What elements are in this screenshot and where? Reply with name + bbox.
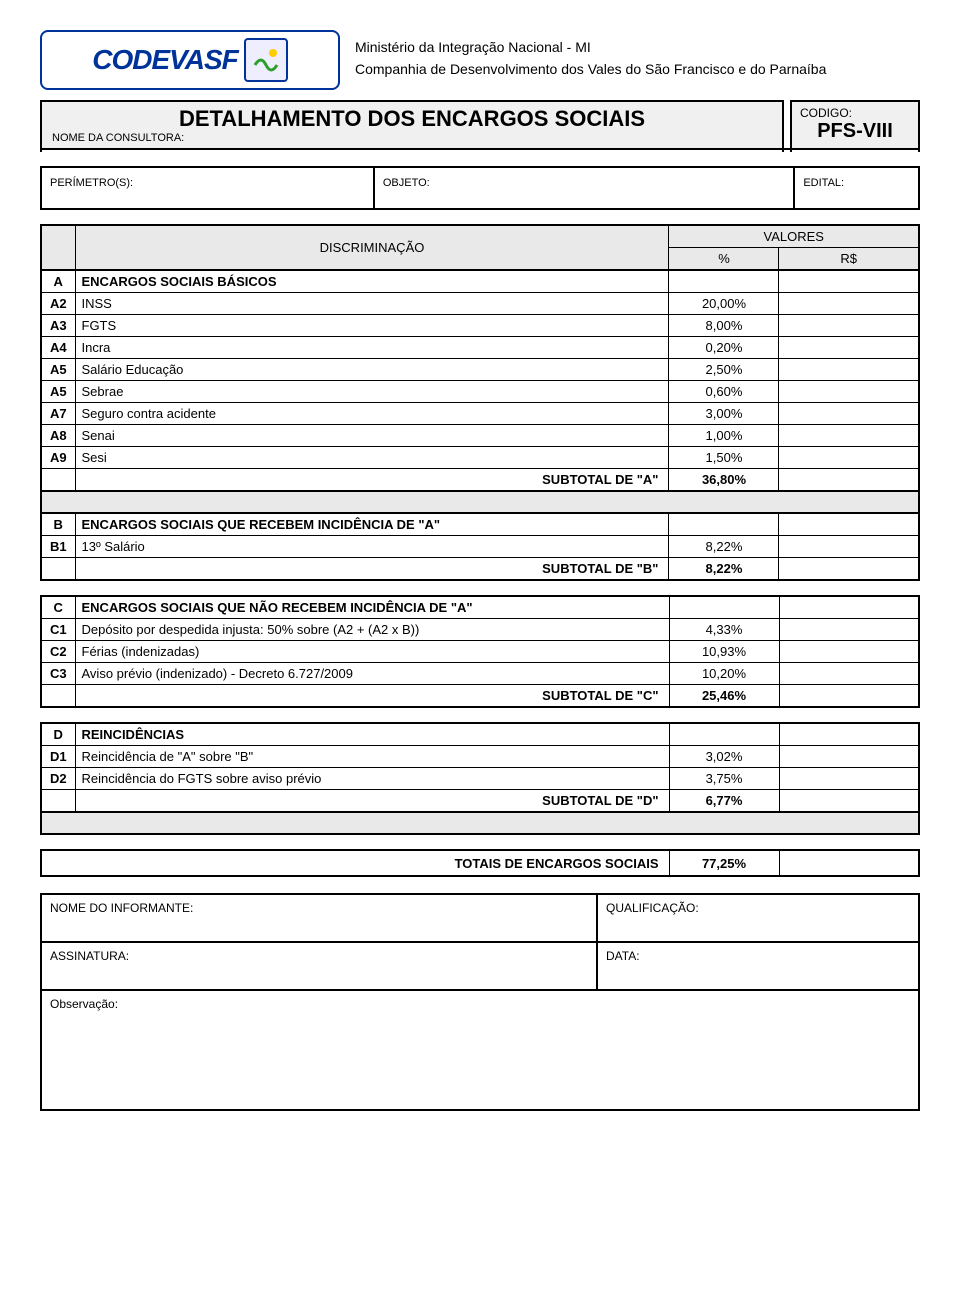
row-label: FGTS xyxy=(75,315,669,337)
row-code: A7 xyxy=(41,403,75,425)
subtotal-d-pct: 6,77% xyxy=(669,790,779,813)
group-b-title: ENCARGOS SOCIAIS QUE RECEBEM INCIDÊNCIA … xyxy=(75,513,669,536)
ministry-line: Ministério da Integração Nacional - MI xyxy=(355,36,826,58)
row-label: Aviso prévio (indenizado) - Decreto 6.72… xyxy=(75,663,669,685)
row-pct: 3,00% xyxy=(669,403,779,425)
table-c: C ENCARGOS SOCIAIS QUE NÃO RECEBEM INCID… xyxy=(40,595,920,708)
row-code: A3 xyxy=(41,315,75,337)
logo-icon xyxy=(244,38,288,82)
row-label: Salário Educação xyxy=(75,359,669,381)
page-title: DETALHAMENTO DOS ENCARGOS SOCIAIS xyxy=(52,106,772,132)
row-code: A8 xyxy=(41,425,75,447)
row-pct: 3,75% xyxy=(669,768,779,790)
row-code: A4 xyxy=(41,337,75,359)
group-a-code: A xyxy=(41,270,75,293)
row-label: Depósito por despedida injusta: 50% sobr… xyxy=(75,619,669,641)
subtotal-a-label: SUBTOTAL DE "A" xyxy=(75,469,669,492)
subtotal-b-label: SUBTOTAL DE "B" xyxy=(75,558,669,581)
row-pct: 4,33% xyxy=(669,619,779,641)
qualificacao-label: QUALIFICAÇÃO: xyxy=(598,895,918,941)
row-code: D1 xyxy=(41,746,75,768)
row-label: Reincidência do FGTS sobre aviso prévio xyxy=(75,768,669,790)
objeto-label: OBJETO: xyxy=(383,177,430,189)
header-text: Ministério da Integração Nacional - MI C… xyxy=(355,30,826,81)
row-label: Incra xyxy=(75,337,669,359)
row-label: INSS xyxy=(75,293,669,315)
totals-table: TOTAIS DE ENCARGOS SOCIAIS 77,25% xyxy=(40,849,920,877)
edital-label: EDITAL: xyxy=(803,177,844,189)
col-percent: % xyxy=(669,248,779,271)
totals-pct: 77,25% xyxy=(669,850,779,876)
row-code: D2 xyxy=(41,768,75,790)
perimetro-label: PERÍMETRO(S): xyxy=(50,177,133,189)
row-code: B1 xyxy=(41,536,75,558)
row-pct: 3,02% xyxy=(669,746,779,768)
observacao-label: Observação: xyxy=(50,997,118,1011)
footer-block: NOME DO INFORMANTE: QUALIFICAÇÃO: ASSINA… xyxy=(40,893,920,1111)
row-label: Senai xyxy=(75,425,669,447)
col-discriminacao: DISCRIMINAÇÃO xyxy=(75,225,669,270)
row-label: Sebrae xyxy=(75,381,669,403)
row-pct: 1,50% xyxy=(669,447,779,469)
row-code: A9 xyxy=(41,447,75,469)
col-rs: R$ xyxy=(779,248,919,271)
informante-label: NOME DO INFORMANTE: xyxy=(42,895,598,941)
row-code: A5 xyxy=(41,381,75,403)
document-header: CODEVASF Ministério da Integração Nacion… xyxy=(40,30,920,90)
row-label: 13º Salário xyxy=(75,536,669,558)
row-code: C1 xyxy=(41,619,75,641)
row-code: A5 xyxy=(41,359,75,381)
row-pct: 8,22% xyxy=(669,536,779,558)
row-pct: 10,93% xyxy=(669,641,779,663)
row-pct: 20,00% xyxy=(669,293,779,315)
row-label: Sesi xyxy=(75,447,669,469)
subtotal-d-label: SUBTOTAL DE "D" xyxy=(75,790,669,813)
row-pct: 0,60% xyxy=(669,381,779,403)
group-d-code: D xyxy=(41,723,75,746)
assinatura-label: ASSINATURA: xyxy=(42,943,598,989)
row-pct: 10,20% xyxy=(669,663,779,685)
group-a-title: ENCARGOS SOCIAIS BÁSICOS xyxy=(75,270,669,293)
fields-row: PERÍMETRO(S): OBJETO: EDITAL: xyxy=(40,166,920,210)
group-c-code: C xyxy=(41,596,75,619)
row-label: Reincidência de "A" sobre "B" xyxy=(75,746,669,768)
group-b-code: B xyxy=(41,513,75,536)
code-value: PFS-VIII xyxy=(800,120,910,143)
data-label: DATA: xyxy=(598,943,918,989)
subtotal-c-pct: 25,46% xyxy=(669,685,779,708)
observacao-box: Observação: xyxy=(40,991,920,1111)
logo: CODEVASF xyxy=(40,30,340,90)
row-label: Férias (indenizadas) xyxy=(75,641,669,663)
row-code: C2 xyxy=(41,641,75,663)
group-d-title: REINCIDÊNCIAS xyxy=(75,723,669,746)
logo-text: CODEVASF xyxy=(92,44,238,76)
title-bar: DETALHAMENTO DOS ENCARGOS SOCIAIS NOME D… xyxy=(40,100,920,148)
consultant-name-label: NOME DA CONSULTORA: xyxy=(52,132,772,144)
main-table: DISCRIMINAÇÃO VALORES % R$ A ENCARGOS SO… xyxy=(40,224,920,581)
col-valores: VALORES xyxy=(669,225,919,248)
row-pct: 0,20% xyxy=(669,337,779,359)
company-line: Companhia de Desenvolvimento dos Vales d… xyxy=(355,58,826,80)
subtotal-a-pct: 36,80% xyxy=(669,469,779,492)
subtotal-c-label: SUBTOTAL DE "C" xyxy=(75,685,669,708)
code-label: CODIGO: xyxy=(800,106,910,120)
totals-label: TOTAIS DE ENCARGOS SOCIAIS xyxy=(75,850,669,876)
row-pct: 2,50% xyxy=(669,359,779,381)
subtotal-b-pct: 8,22% xyxy=(669,558,779,581)
group-c-title: ENCARGOS SOCIAIS QUE NÃO RECEBEM INCIDÊN… xyxy=(75,596,669,619)
row-pct: 1,00% xyxy=(669,425,779,447)
table-d: D REINCIDÊNCIAS D1Reincidência de "A" so… xyxy=(40,722,920,835)
row-code: C3 xyxy=(41,663,75,685)
row-code: A2 xyxy=(41,293,75,315)
row-pct: 8,00% xyxy=(669,315,779,337)
row-label: Seguro contra acidente xyxy=(75,403,669,425)
